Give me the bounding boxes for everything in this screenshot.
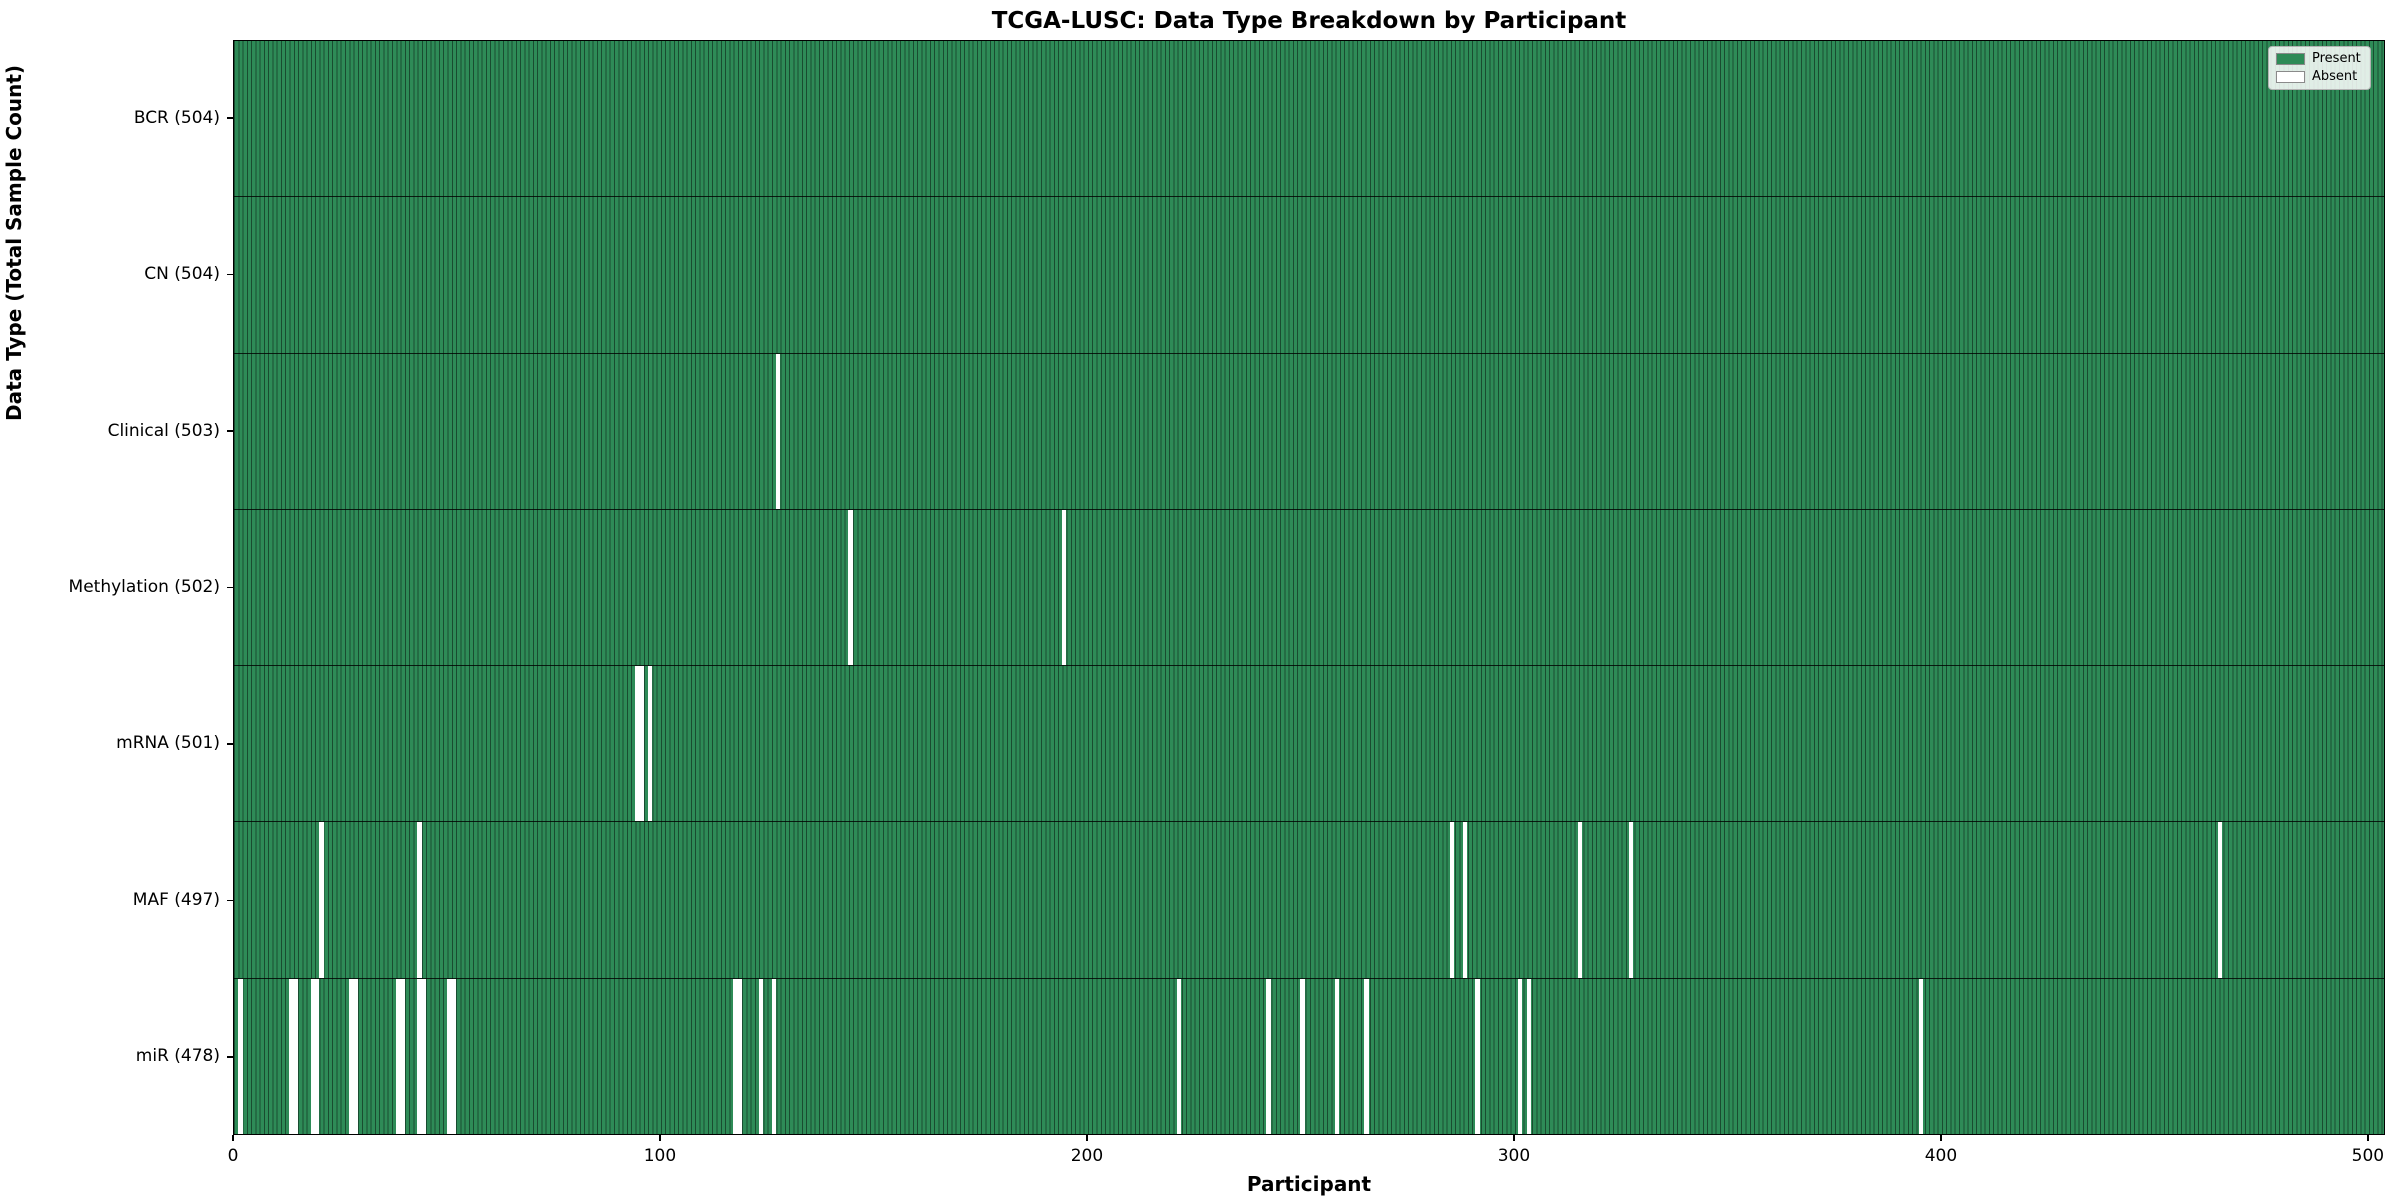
legend-label: Absent <box>2312 69 2358 84</box>
y-tick-mark <box>227 743 233 745</box>
y-tick-label-BCR: BCR (504) <box>133 107 220 128</box>
absent-bar-miR-118 <box>733 978 738 1134</box>
absent-bar-miR-127 <box>771 978 776 1134</box>
x-tick-mark-300 <box>1513 1135 1515 1141</box>
absent-bar-MAF-466 <box>2217 822 2222 978</box>
datatype-row-BCR <box>234 41 2384 198</box>
x-tick-mark-200 <box>1086 1135 1088 1141</box>
absent-bar-miR-396 <box>1919 978 1924 1134</box>
plot-area <box>233 40 2385 1135</box>
x-tick-mark-100 <box>659 1135 661 1141</box>
x-tick-mark-500 <box>2367 1135 2369 1141</box>
absent-bar-miR-20 <box>315 978 320 1134</box>
absent-bar-mRNA-96 <box>639 666 644 822</box>
y-tick-label-miR: miR (478) <box>135 1046 220 1067</box>
absent-bar-miR-259 <box>1334 978 1339 1134</box>
absent-bar-miR-2 <box>238 978 243 1134</box>
y-tick-mark <box>227 273 233 276</box>
datatype-row-Clinical <box>234 353 2384 510</box>
absent-bar-miR-52 <box>451 978 456 1134</box>
absent-bar-miR-39 <box>396 978 401 1134</box>
x-axis-label: Participant <box>1246 1172 1372 1196</box>
absent-bar-MAF-21 <box>319 822 324 978</box>
absent-bar-miR-243 <box>1266 978 1271 1134</box>
y-tick-label-CN: CN (504) <box>144 264 220 285</box>
absent-bar-Clinical-128 <box>775 353 781 509</box>
x-tick-label-200: 200 <box>1070 1146 1104 1166</box>
datatype-row-miR <box>234 978 2384 1134</box>
y-tick-mark <box>227 899 233 902</box>
y-tick-mark <box>227 586 233 589</box>
datatype-row-CN <box>234 197 2384 354</box>
absent-bar-miR-29 <box>353 978 358 1134</box>
absent-bar-MAF-328 <box>1628 822 1634 978</box>
absent-bar-miR-44 <box>417 978 422 1134</box>
legend-label: Present <box>2312 51 2361 66</box>
absent-bar-mRNA-95 <box>634 666 640 822</box>
absent-bar-miR-222 <box>1176 978 1182 1134</box>
absent-bar-miR-251 <box>1300 978 1305 1134</box>
absent-bar-miR-15 <box>293 978 298 1134</box>
absent-bar-miR-40 <box>400 978 405 1134</box>
absent-bar-MAF-316 <box>1577 822 1583 978</box>
y-tick-label-Methylation: Methylation (502) <box>68 577 220 597</box>
legend-entry-absent: Absent <box>2276 70 2361 83</box>
datatype-row-mRNA <box>234 666 2384 823</box>
absent-bar-miR-124 <box>758 978 763 1134</box>
y-tick-mark <box>227 117 233 119</box>
absent-bar-miR-45 <box>421 978 426 1134</box>
absent-bar-Methylation-145 <box>848 509 853 666</box>
legend-swatch-absent <box>2276 70 2305 83</box>
absent-bar-Methylation-195 <box>1061 509 1066 666</box>
absent-bar-miR-28 <box>349 978 354 1134</box>
absent-bar-miR-119 <box>737 978 742 1134</box>
absent-bar-MAF-286 <box>1449 822 1455 978</box>
absent-bar-miR-266 <box>1364 978 1369 1134</box>
x-tick-mark-0 <box>232 1135 234 1141</box>
x-tick-label-400: 400 <box>1924 1146 1958 1166</box>
y-tick-label-Clinical: Clinical (503) <box>107 420 220 441</box>
y-tick-label-MAF: MAF (497) <box>132 889 220 910</box>
datatype-row-Methylation <box>234 509 2384 667</box>
x-tick-mark-400 <box>1940 1135 1942 1141</box>
absent-bar-miR-304 <box>1526 978 1531 1134</box>
x-tick-label-300: 300 <box>1497 1146 1531 1166</box>
chart-title: TCGA-LUSC: Data Type Breakdown by Partic… <box>991 8 1627 34</box>
absent-bar-miR-292 <box>1475 978 1480 1134</box>
absent-bar-MAF-289 <box>1462 822 1467 978</box>
x-tick-label-500: 500 <box>2351 1146 2385 1166</box>
absent-bar-miR-51 <box>447 978 452 1134</box>
absent-bar-miR-19 <box>310 978 316 1134</box>
absent-bar-MAF-44 <box>417 822 422 978</box>
legend: Present Absent <box>2268 46 2371 90</box>
x-tick-label-0: 0 <box>227 1146 239 1166</box>
absent-bar-mRNA-98 <box>647 666 653 822</box>
legend-entry-present: Present <box>2276 52 2361 65</box>
y-tick-mark <box>227 1055 233 1058</box>
absent-bar-miR-302 <box>1518 978 1523 1134</box>
absent-bar-miR-14 <box>289 978 294 1134</box>
x-tick-label-100: 100 <box>643 1146 677 1166</box>
datatype-row-MAF <box>234 822 2384 979</box>
y-tick-label-mRNA: mRNA (501) <box>116 733 220 754</box>
y-tick-mark <box>227 430 233 432</box>
legend-swatch-present <box>2276 52 2305 65</box>
